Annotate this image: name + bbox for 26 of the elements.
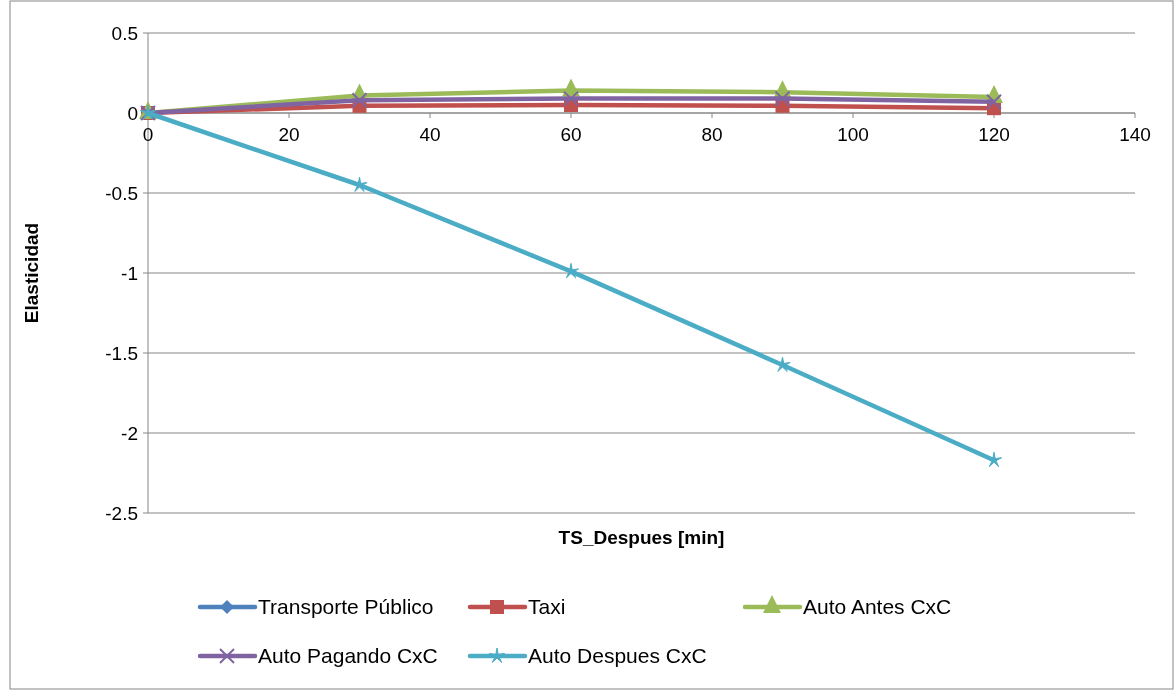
y-tick-label: 0 bbox=[127, 102, 138, 124]
y-tick-label: -2.5 bbox=[105, 502, 138, 524]
y-tick-label: -2 bbox=[121, 422, 138, 444]
point bbox=[563, 90, 579, 107]
x-axis-title: TS_Despues [min] bbox=[558, 527, 725, 548]
point bbox=[986, 93, 1002, 110]
x-tick-label: 100 bbox=[837, 124, 869, 145]
x-tick-label: 20 bbox=[278, 124, 300, 145]
legend-label: Auto Despues CxC bbox=[528, 644, 707, 668]
y-axis-title: Elasticidad bbox=[21, 222, 42, 324]
point bbox=[774, 90, 791, 107]
y-tick-label: -1.5 bbox=[105, 342, 138, 364]
x-tick-label: 0 bbox=[142, 124, 154, 145]
legend-label: Taxi bbox=[528, 595, 566, 619]
legend-label: Auto Antes CxC bbox=[803, 595, 952, 619]
x-tick-label: 40 bbox=[419, 124, 441, 145]
legend-label: Transporte Público bbox=[258, 595, 434, 619]
y-tick-label: 0.5 bbox=[111, 22, 138, 44]
y-tick-label: -1 bbox=[121, 262, 138, 284]
legend-label: Auto Pagando CxC bbox=[258, 644, 438, 668]
x-tick-label: 80 bbox=[701, 124, 723, 145]
y-tick-label: -0.5 bbox=[105, 182, 138, 204]
x-tick-label: 60 bbox=[560, 124, 582, 145]
point bbox=[351, 92, 368, 109]
x-tick-label: 140 bbox=[1119, 124, 1151, 145]
x-tick-label: 120 bbox=[978, 124, 1010, 145]
